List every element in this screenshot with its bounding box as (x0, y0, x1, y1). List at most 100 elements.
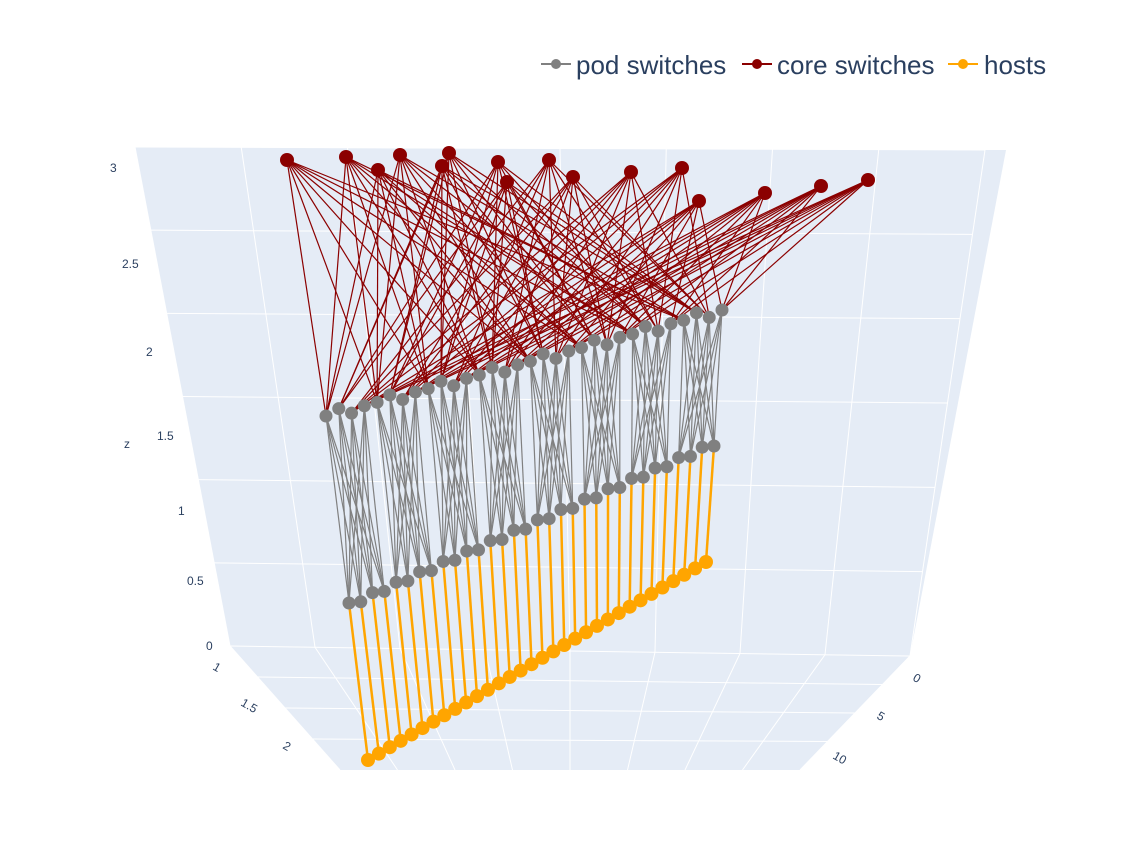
legend-label: pod switches (576, 50, 726, 80)
host-node (459, 695, 474, 710)
pod-switch-node (554, 503, 568, 517)
pod-switch-node (495, 532, 509, 546)
host-node (480, 682, 495, 697)
pod-link (593, 340, 609, 489)
x-tick-label: 5 (875, 708, 888, 724)
core-link (364, 200, 700, 407)
grid-line (284, 707, 856, 714)
core-link (389, 152, 450, 396)
core-switch-node (393, 148, 407, 162)
pod-switch-node (651, 324, 665, 338)
core-link (286, 159, 480, 376)
pod-switch-node (519, 522, 533, 536)
host-link (693, 447, 704, 569)
grid-line (257, 676, 883, 685)
grid-line (240, 147, 316, 648)
pod-link (478, 374, 515, 531)
host-link (489, 540, 501, 684)
core-link (415, 179, 869, 393)
pod-switch-node (377, 584, 391, 598)
host-link (359, 601, 381, 754)
pod-switch-node (542, 512, 556, 526)
host-link (524, 529, 533, 665)
legend-item-core-switches[interactable]: core switches (742, 50, 935, 80)
nodes (280, 146, 875, 767)
host-link (536, 519, 544, 658)
core-link (402, 176, 574, 400)
pod-switch-node (536, 347, 550, 361)
pod-link (414, 392, 421, 572)
host-link (682, 456, 692, 575)
host-link (547, 518, 555, 652)
pod-switch-node (408, 385, 422, 399)
core-link (376, 169, 379, 403)
core-switch-node (542, 153, 556, 167)
pod-link (402, 399, 433, 571)
host-node (535, 650, 550, 665)
pod-link (678, 312, 698, 458)
x-tick-label: 0 (911, 670, 924, 686)
pod-link (683, 320, 715, 447)
core-link (351, 176, 574, 414)
legend-label: hosts (984, 50, 1046, 80)
pod-switch-node (613, 330, 627, 344)
host-node (699, 555, 713, 569)
pod-link (517, 364, 527, 530)
pod-link (529, 361, 574, 509)
pod-switch-node (702, 310, 716, 324)
legend[interactable]: pod switches core switches hosts (541, 50, 1046, 80)
host-link (628, 478, 633, 607)
pod-link (363, 405, 374, 593)
core-link (338, 161, 499, 409)
core-switch-node (491, 155, 505, 169)
host-link (639, 477, 645, 601)
host-link (672, 457, 680, 582)
core-link (448, 152, 595, 341)
core-link (721, 185, 822, 311)
core-link (572, 176, 710, 318)
z-tick-label: 0.5 (187, 574, 204, 588)
pod-switch-node (600, 338, 614, 352)
z-tick-label: 3 (110, 161, 117, 175)
pod-switch-node (401, 574, 415, 588)
host-node (568, 631, 583, 646)
pod-link (491, 367, 527, 530)
pod-link (644, 326, 668, 467)
pod-link (440, 381, 468, 552)
host-link (383, 591, 402, 741)
core-link (448, 152, 646, 327)
pod-link (542, 353, 562, 510)
host-node (666, 574, 681, 589)
pod-link (593, 340, 621, 488)
pod-switch-node (574, 341, 588, 355)
host-node (579, 625, 594, 640)
core-link (415, 192, 766, 393)
core-link (453, 176, 574, 387)
pod-switch-node (332, 402, 346, 416)
legend-item-hosts[interactable]: hosts (948, 50, 1046, 80)
core-link (377, 169, 429, 389)
core-link (345, 156, 531, 362)
x-tick-label: 10 (831, 748, 850, 767)
core-link (351, 167, 683, 414)
core-switch-node (624, 165, 638, 179)
pod-switch-node (715, 303, 729, 317)
pod-switch-node (342, 596, 356, 610)
host-link (347, 602, 370, 761)
grid-line (134, 146, 231, 647)
pod-switch-node (396, 392, 410, 406)
legend-item-pod-switches[interactable]: pod switches (541, 50, 726, 80)
pod-switch-node (345, 406, 359, 420)
pod-link (678, 320, 685, 458)
pod-switch-node (613, 481, 627, 495)
core-link (338, 152, 450, 409)
pod-link (631, 333, 644, 478)
core-link (619, 179, 869, 338)
pod-link (536, 353, 544, 520)
pod-switch-node (530, 513, 544, 527)
pod-switch-node (589, 491, 603, 505)
pod-switch-node (625, 471, 639, 485)
core-link (453, 171, 632, 387)
pod-link (491, 367, 515, 531)
host-link (406, 580, 424, 729)
